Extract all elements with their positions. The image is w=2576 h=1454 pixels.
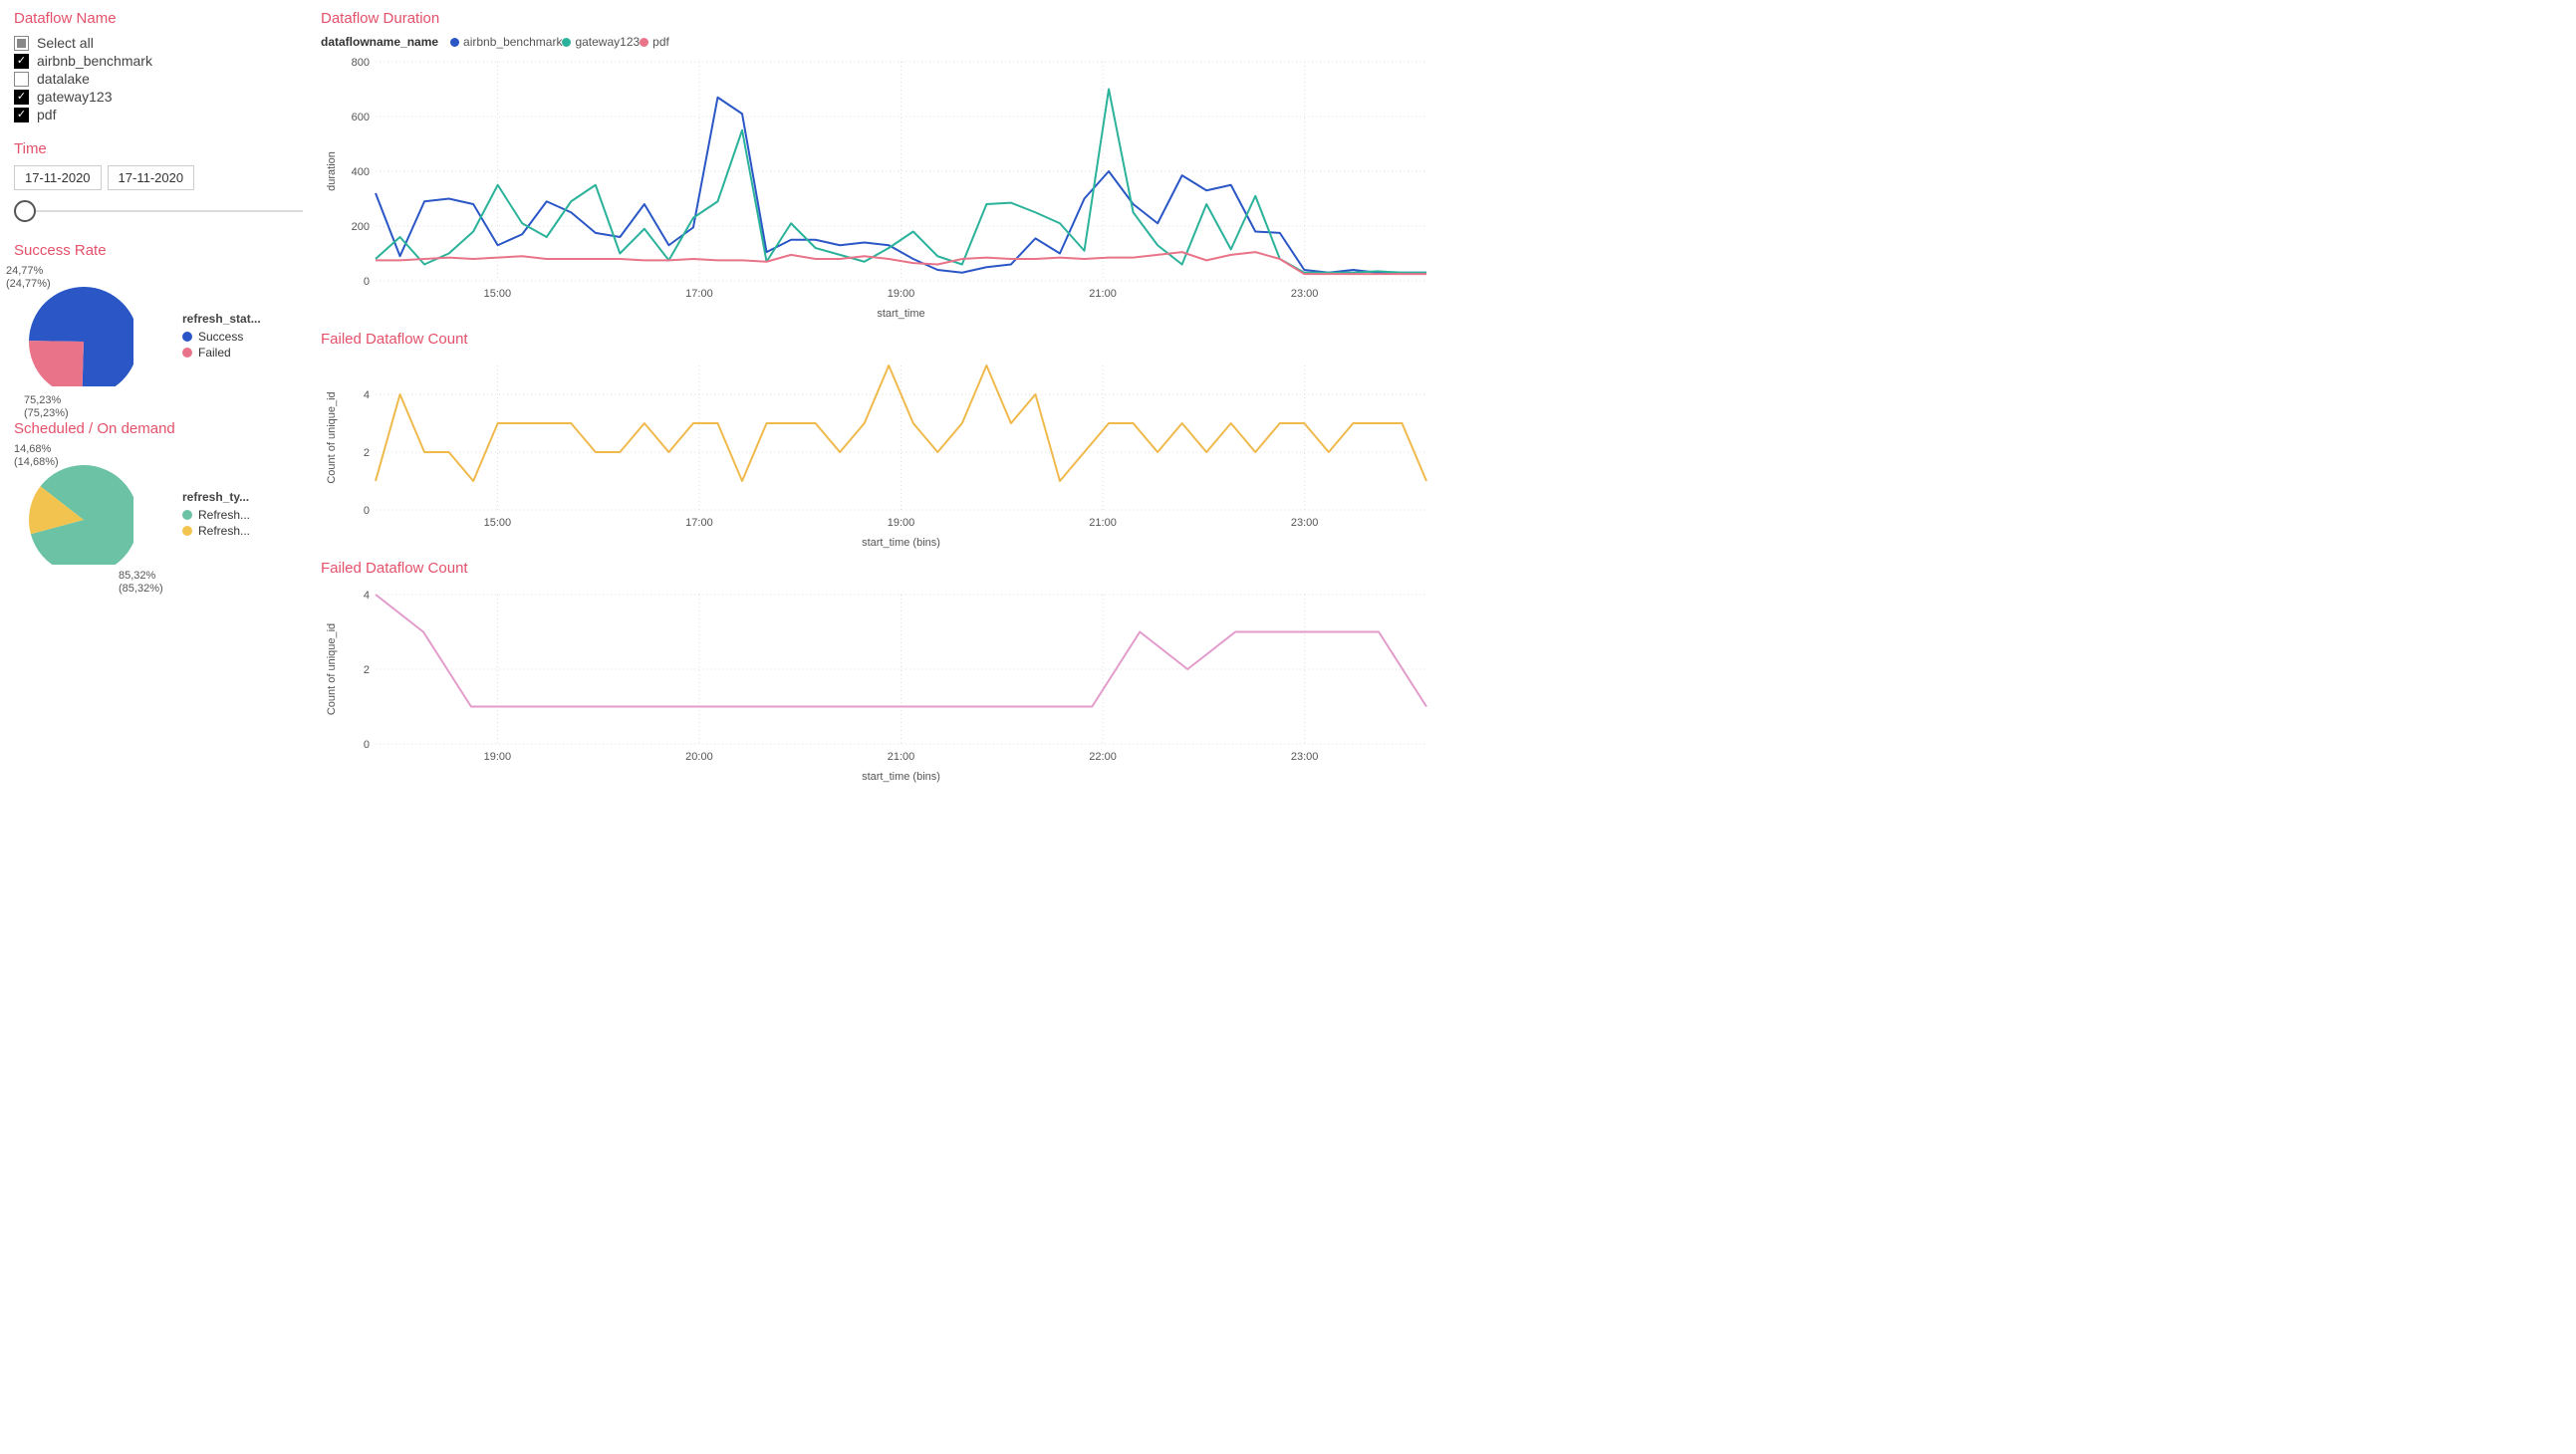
failed-count-chart-1[interactable]: 0 2 4 15:00 17:00 19:00 21:00 23:00 start_time (…: [321, 356, 1436, 550]
legend-title: refresh_stat...: [182, 312, 261, 326]
date-to-input[interactable]: 17-11-2020: [108, 165, 195, 190]
svg-text:19:00: 19:00: [484, 751, 512, 763]
legend-dot-icon: [640, 38, 648, 47]
slider-handle-icon[interactable]: [14, 200, 36, 222]
legend-swatch-icon: [182, 526, 192, 536]
checkbox-item-pdf[interactable]: ✓ pdf: [14, 107, 303, 122]
checkbox-label: datalake: [37, 71, 90, 87]
success-rate-title: Success Rate: [14, 242, 303, 259]
legend-item[interactable]: airbnb_benchmark: [450, 35, 562, 49]
svg-text:0: 0: [364, 505, 370, 517]
svg-text:19:00: 19:00: [888, 517, 915, 529]
svg-text:2: 2: [364, 664, 370, 676]
legend-label: Success: [198, 330, 243, 344]
svg-text:400: 400: [352, 166, 370, 178]
svg-text:duration: duration: [326, 151, 338, 191]
dataflow-checkbox-list: Select all ✓ airbnb_benchmark datalake ✓ …: [14, 35, 303, 122]
svg-text:23:00: 23:00: [1291, 751, 1319, 763]
legend-label: Refresh...: [198, 508, 250, 522]
svg-text:200: 200: [352, 221, 370, 233]
svg-text:0: 0: [364, 276, 370, 288]
scheduled-pie[interactable]: 85,32%(85,32%)14,68%(14,68%): [14, 445, 168, 585]
svg-text:17:00: 17:00: [685, 517, 713, 529]
checkbox-icon: ✓: [14, 54, 29, 69]
svg-text:start_time (bins): start_time (bins): [862, 537, 940, 549]
time-title: Time: [14, 140, 303, 157]
svg-text:17:00: 17:00: [685, 288, 713, 300]
duration-chart-legend: dataflowname_name airbnb_benchmarkgatewa…: [321, 35, 1440, 50]
success-rate-legend: refresh_stat... Success Failed: [182, 312, 261, 362]
legend-item[interactable]: pdf: [640, 35, 669, 49]
svg-text:21:00: 21:00: [1089, 517, 1117, 529]
legend-dot-icon: [450, 38, 459, 47]
svg-text:800: 800: [352, 57, 370, 69]
checkbox-icon: ✓: [14, 90, 29, 105]
checkbox-indeterminate-icon: [14, 36, 29, 51]
legend-label: Refresh...: [198, 524, 250, 538]
legend-dot-icon: [562, 38, 571, 47]
checkbox-select-all[interactable]: Select all: [14, 35, 303, 51]
checkbox-icon: [14, 72, 29, 87]
checkbox-label: pdf: [37, 107, 56, 122]
svg-text:21:00: 21:00: [888, 751, 915, 763]
legend-item[interactable]: Refresh...: [182, 524, 250, 538]
checkbox-item-datalake[interactable]: datalake: [14, 71, 303, 87]
legend-title: refresh_ty...: [182, 490, 250, 504]
svg-text:Count of unique_id: Count of unique_id: [326, 391, 338, 483]
svg-text:0: 0: [364, 739, 370, 751]
time-slider[interactable]: [14, 200, 303, 222]
legend-swatch-icon: [182, 332, 192, 342]
svg-text:21:00: 21:00: [1089, 288, 1117, 300]
checkbox-label: Select all: [37, 35, 94, 51]
legend-label: Failed: [198, 346, 231, 360]
duration-chart-title: Dataflow Duration: [321, 10, 1440, 27]
svg-text:4: 4: [364, 590, 370, 602]
scheduled-title: Scheduled / On demand: [14, 420, 303, 437]
legend-series-title: dataflowname_name: [321, 35, 438, 49]
date-from-input[interactable]: 17-11-2020: [14, 165, 102, 190]
svg-text:20:00: 20:00: [685, 751, 713, 763]
duration-line-chart[interactable]: 0 200 400 600 800 15:00 17:00 19:00 21:00 23:00 st…: [321, 52, 1436, 321]
svg-text:start_time (bins): start_time (bins): [862, 771, 940, 783]
svg-text:600: 600: [352, 112, 370, 123]
svg-text:15:00: 15:00: [484, 517, 512, 529]
svg-text:23:00: 23:00: [1291, 288, 1319, 300]
legend-item[interactable]: Failed: [182, 346, 261, 360]
legend-item[interactable]: gateway123: [562, 35, 640, 49]
svg-text:23:00: 23:00: [1291, 517, 1319, 529]
filter-title: Dataflow Name: [14, 10, 303, 27]
svg-text:22:00: 22:00: [1089, 751, 1117, 763]
checkbox-item-airbnb_benchmark[interactable]: ✓ airbnb_benchmark: [14, 53, 303, 69]
svg-text:Count of unique_id: Count of unique_id: [326, 622, 338, 714]
scheduled-legend: refresh_ty... Refresh... Refresh...: [182, 490, 250, 540]
checkbox-item-gateway123[interactable]: ✓ gateway123: [14, 89, 303, 105]
slider-track: [36, 210, 303, 212]
svg-text:4: 4: [364, 389, 370, 401]
svg-text:19:00: 19:00: [888, 288, 915, 300]
legend-item[interactable]: Success: [182, 330, 261, 344]
failed-count-chart-2[interactable]: 0 2 4 19:00 20:00 21:00 22:00 23:00 start_time (…: [321, 585, 1436, 784]
failed1-chart-title: Failed Dataflow Count: [321, 331, 1440, 348]
svg-text:2: 2: [364, 447, 370, 459]
checkbox-label: gateway123: [37, 89, 113, 105]
legend-swatch-icon: [182, 348, 192, 358]
legend-item[interactable]: Refresh...: [182, 508, 250, 522]
checkbox-label: airbnb_benchmark: [37, 53, 152, 69]
checkbox-icon: ✓: [14, 108, 29, 122]
svg-text:start_time: start_time: [877, 308, 924, 320]
svg-text:15:00: 15:00: [484, 288, 512, 300]
legend-swatch-icon: [182, 510, 192, 520]
failed2-chart-title: Failed Dataflow Count: [321, 560, 1440, 577]
success-rate-pie[interactable]: 75,23%(75,23%)24,77%(24,77%): [14, 267, 168, 406]
